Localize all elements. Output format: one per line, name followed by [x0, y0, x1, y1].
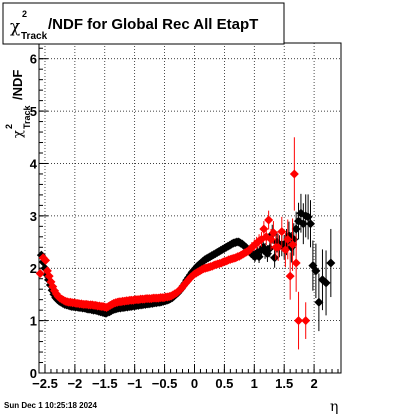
- data-point: [326, 258, 336, 268]
- x-tick-labels: −2.5 −2 −1.5 −1 −0.5 0 0.5 1 1.5 2: [32, 376, 318, 391]
- title-text: /NDF for Global Rec All EtapT: [48, 16, 258, 33]
- x-tick-label: −1.5: [92, 376, 118, 391]
- plot-frame: [38, 42, 342, 374]
- x-axis-label: η: [330, 399, 338, 414]
- data-point: [285, 271, 295, 281]
- y-tick-label: 6: [30, 52, 37, 67]
- title-sup: 2: [22, 9, 27, 19]
- data-point: [264, 215, 274, 225]
- y-axis-label: χ 2 Track /NDF: [4, 70, 32, 138]
- y-label-sup: 2: [4, 124, 14, 129]
- title-box: [2, 2, 285, 45]
- y-tick-label: 1: [30, 314, 37, 329]
- data-point: [321, 278, 331, 288]
- data-point: [277, 227, 287, 237]
- data-point: [273, 242, 283, 252]
- y-label-sub: Track: [22, 104, 32, 129]
- x-tick-label: 0: [191, 376, 198, 391]
- title-sub: Track: [21, 31, 48, 42]
- x-tick-label: 2: [310, 376, 317, 391]
- data-point: [288, 240, 298, 250]
- y-tick-label: 2: [30, 261, 37, 276]
- x-tick-label: −1: [127, 376, 142, 391]
- data-point: [314, 297, 324, 307]
- data-point: [270, 253, 280, 263]
- x-tick-label: −2: [67, 376, 82, 391]
- axis-ticks: [38, 47, 339, 374]
- footer-timestamp: Sun Dec 1 10:25:18 2024: [4, 401, 97, 410]
- data-point: [41, 255, 51, 265]
- data-series: [35, 137, 336, 350]
- y-tick-label: 0: [30, 366, 37, 381]
- data-point: [254, 252, 264, 262]
- data-point: [294, 316, 304, 326]
- data-point: [283, 234, 293, 244]
- y-tick-label: 4: [30, 156, 38, 171]
- series-red: [35, 137, 311, 350]
- x-tick-label: −2.5: [32, 376, 58, 391]
- data-point: [259, 224, 269, 234]
- chart-title: χ 2 Track /NDF for Global Rec All EtapT: [2, 2, 285, 45]
- x-tick-label: 1: [251, 376, 258, 391]
- y-label-rest: /NDF: [10, 70, 25, 100]
- y-label-symbol: χ: [11, 130, 26, 138]
- data-point: [291, 258, 301, 268]
- title-symbol: χ: [10, 17, 20, 37]
- y-tick-label: 5: [30, 104, 37, 119]
- data-point: [289, 169, 299, 179]
- x-tick-label: −0.5: [152, 376, 178, 391]
- data-point: [301, 316, 311, 326]
- y-tick-label: 3: [30, 209, 37, 224]
- grid: [39, 43, 341, 374]
- data-point: [306, 219, 316, 229]
- data-point: [35, 268, 45, 278]
- x-tick-label: 0.5: [215, 376, 233, 391]
- y-tick-labels: 0 1 2 3 4 5 6: [30, 52, 38, 381]
- data-point: [265, 243, 275, 253]
- data-point: [311, 266, 321, 276]
- x-tick-label: 1.5: [275, 376, 293, 391]
